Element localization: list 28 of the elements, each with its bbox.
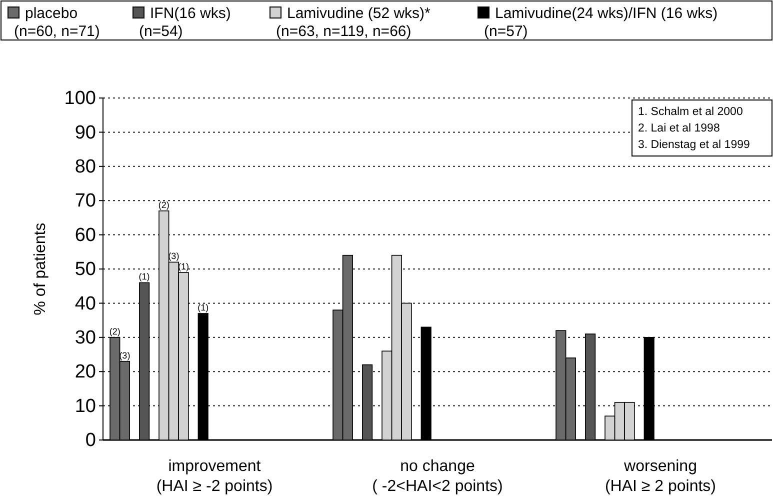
annotation: (2) — [158, 200, 170, 210]
y-tick-label: 20 — [74, 362, 96, 383]
y-tick-label: 60 — [74, 224, 96, 246]
legend-label: placebo (n=60, n=71) — [14, 5, 100, 40]
annotation: (2) — [109, 326, 120, 336]
legend-label: Lamivudine (52 wks)* (n=63, n=119, n=66) — [276, 5, 431, 40]
y-tick-label: 50 — [74, 259, 96, 280]
annotation: 1. Schalm et al 2000 — [638, 106, 743, 118]
x-tick-label: worsening (HAI ≥ 2 points) — [604, 458, 716, 495]
x-tick-label: no change ( -2<HAI<2 points) — [372, 458, 503, 495]
y-axis-title: % of patients — [32, 222, 49, 316]
y-tick-label: 30 — [74, 327, 96, 348]
y-tick-label: 100 — [64, 88, 96, 110]
y-tick-label: 40 — [74, 293, 96, 314]
y-tick-label: 0 — [85, 430, 96, 452]
annotation: (1) — [138, 272, 150, 282]
y-tick-label: 10 — [74, 396, 96, 417]
y-tick-label: 70 — [74, 190, 96, 212]
annotation: 3. Dienstag et al 1999 — [638, 139, 750, 151]
x-tick-label: improvement (HAI ≥ -2 points) — [156, 458, 273, 495]
annotation: (3) — [168, 251, 180, 262]
annotation: (3) — [119, 350, 130, 360]
legend-label: Lamivudine(24 wks)/IFN (16 wks) (n=57) — [484, 5, 718, 40]
y-tick-label: 80 — [74, 156, 96, 178]
annotation: 2. Lai et al 1998 — [638, 122, 720, 134]
annotation: (1) — [198, 302, 209, 312]
y-tick-label: 90 — [74, 122, 96, 144]
legend-label: IFN(16 wks) (n=54) — [139, 5, 231, 40]
